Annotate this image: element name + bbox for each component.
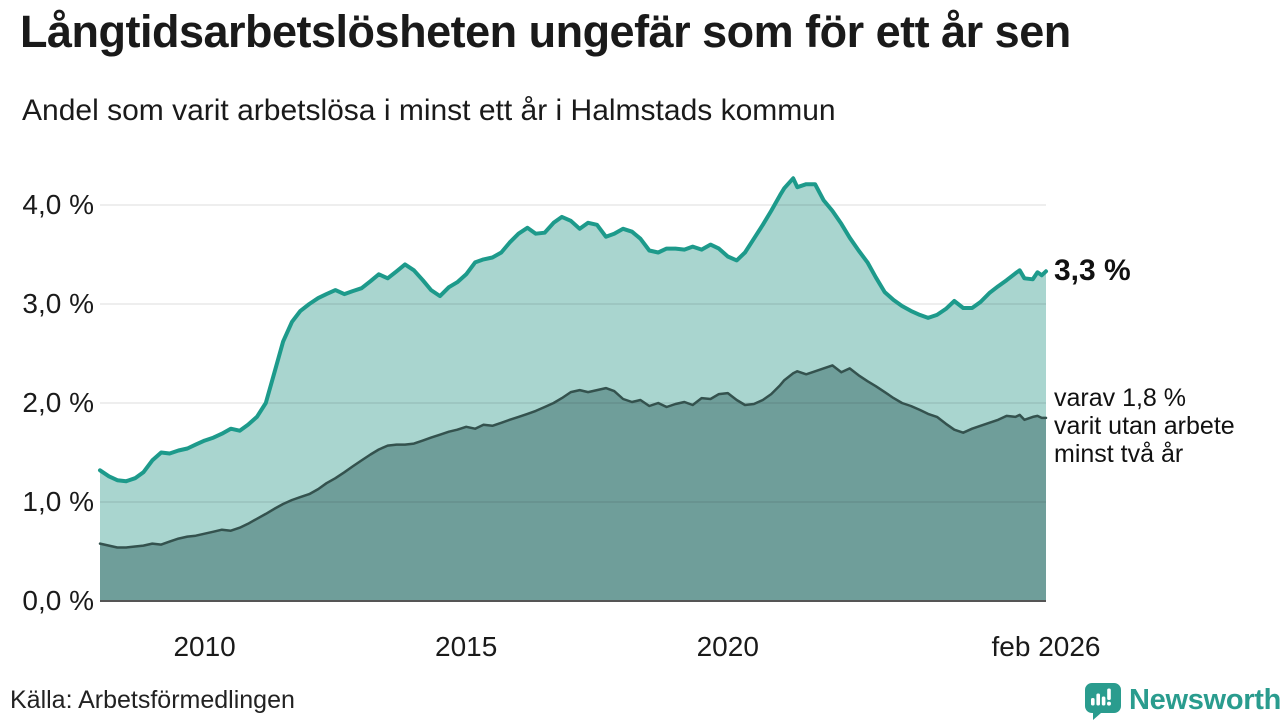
x-tick-label: 2020 bbox=[696, 631, 759, 662]
newsworthy-logo-text: Newsworthy bbox=[1129, 684, 1280, 716]
x-tick-label: 2010 bbox=[173, 631, 236, 662]
x-tick-label: 2015 bbox=[435, 631, 498, 662]
series2-end-label: varav 1,8 % varit utan arbete minst två … bbox=[1054, 384, 1235, 468]
y-tick-label: 1,0 % bbox=[22, 486, 94, 517]
gridlines bbox=[100, 204, 1046, 503]
chart-subtitle: Andel som varit arbetslösa i minst ett å… bbox=[22, 94, 836, 127]
y-tick-label: 3,0 % bbox=[22, 288, 94, 319]
series2-end-label-line3: minst två år bbox=[1054, 439, 1184, 468]
y-tick-label: 0,0 % bbox=[22, 585, 94, 616]
newsworthy-icon bbox=[1085, 683, 1121, 720]
area-unemployed-min-2-years bbox=[100, 365, 1046, 601]
series2-end-label-line1: varav 1,8 % bbox=[1054, 383, 1187, 412]
y-tick-label: 4,0 % bbox=[22, 189, 94, 220]
page-title: Långtidsarbetslösheten ungefär som för e… bbox=[20, 6, 1071, 57]
line-unemployed-min-1-year bbox=[98, 176, 1048, 484]
series2-end-label-line2: varit utan arbete bbox=[1054, 411, 1235, 440]
line-unemployed-min-2-years bbox=[98, 364, 1048, 549]
source-note: Källa: Arbetsförmedlingen bbox=[10, 686, 295, 714]
newsworthy-logo: Newsworthy bbox=[1083, 681, 1280, 720]
x-tick-label: feb 2026 bbox=[991, 631, 1101, 662]
series1-end-label: 3,3 % bbox=[1054, 254, 1131, 288]
bar-chart-glyph bbox=[1091, 688, 1111, 706]
y-tick-label: 2,0 % bbox=[22, 387, 94, 418]
